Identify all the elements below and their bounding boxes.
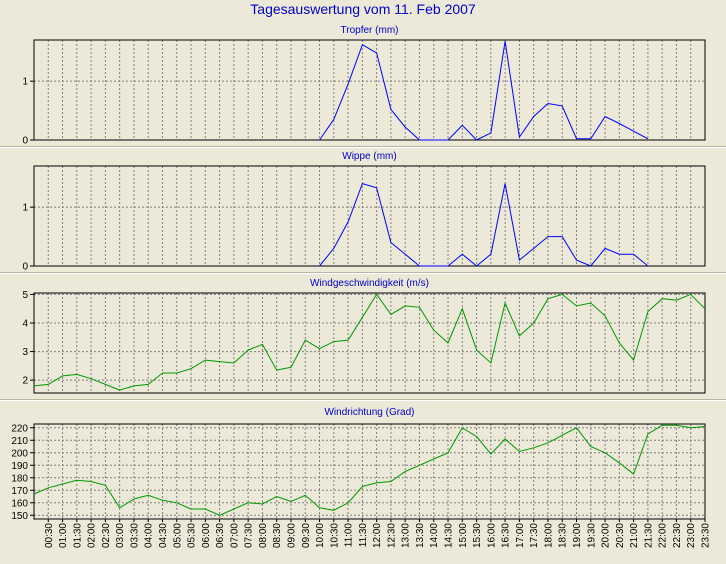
x-tick-label: 23:30 bbox=[701, 523, 712, 548]
x-tick-label: 00:30 bbox=[44, 523, 55, 548]
x-tick-label: 17:30 bbox=[529, 523, 540, 548]
y-tick-label: 170 bbox=[11, 486, 28, 497]
x-tick-label: 11:30 bbox=[358, 523, 369, 548]
y-tick-label: 2 bbox=[22, 376, 28, 387]
plot-background bbox=[34, 293, 705, 393]
x-tick-label: 05:30 bbox=[187, 523, 198, 548]
x-tick-label: 20:30 bbox=[615, 523, 626, 548]
y-tick-label: 210 bbox=[11, 436, 28, 447]
x-tick-label: 09:00 bbox=[286, 523, 297, 548]
x-tick-label: 15:30 bbox=[472, 523, 483, 548]
x-tick-label: 10:30 bbox=[329, 523, 340, 548]
y-tick-label: 190 bbox=[11, 461, 28, 472]
y-tick-label: 200 bbox=[11, 448, 28, 459]
x-tick-label: 16:30 bbox=[501, 523, 512, 548]
series-line bbox=[33, 424, 706, 516]
chart-title: Windrichtung (Grad) bbox=[324, 407, 414, 418]
series-line bbox=[33, 293, 706, 391]
x-tick-label: 19:00 bbox=[572, 523, 583, 548]
x-tick-label: 16:00 bbox=[486, 523, 497, 548]
x-tick-label: 06:00 bbox=[201, 523, 212, 548]
y-tick-label: 0 bbox=[22, 136, 28, 147]
x-tick-label: 23:00 bbox=[686, 523, 697, 548]
y-tick-label: 3 bbox=[22, 347, 28, 358]
series-line bbox=[319, 182, 649, 267]
x-tick-label: 20:00 bbox=[601, 523, 612, 548]
x-tick-label: 03:30 bbox=[129, 523, 140, 548]
y-tick-label: 0 bbox=[22, 262, 28, 273]
x-tick-label: 18:00 bbox=[543, 523, 554, 548]
x-tick-label: 19:30 bbox=[586, 523, 597, 548]
plot-background bbox=[34, 166, 705, 266]
page-title: Tagesauswertung vom 11. Feb 2007 bbox=[250, 1, 476, 17]
x-tick-label: 03:00 bbox=[115, 523, 126, 548]
x-tick-label: 08:30 bbox=[272, 523, 283, 548]
x-tick-label: 12:30 bbox=[386, 523, 397, 548]
plot-background bbox=[34, 40, 705, 140]
x-tick-label: 10:00 bbox=[315, 523, 326, 548]
x-tick-label: 02:30 bbox=[101, 523, 112, 548]
plot-frame bbox=[33, 423, 706, 520]
y-tick-label: 1 bbox=[22, 203, 28, 214]
x-tick-label: 12:00 bbox=[372, 523, 383, 548]
x-tick-label: 08:00 bbox=[258, 523, 269, 548]
panel-separator bbox=[0, 146, 726, 148]
x-tick-label: 18:30 bbox=[558, 523, 569, 548]
x-tick-label: 07:00 bbox=[229, 523, 240, 548]
x-tick-label: 01:30 bbox=[72, 523, 83, 548]
plot-frame bbox=[33, 165, 706, 267]
x-tick-label: 01:00 bbox=[58, 523, 69, 548]
x-tick-label: 13:00 bbox=[401, 523, 412, 548]
x-tick-label: 21:30 bbox=[643, 523, 654, 548]
plot-frame bbox=[33, 292, 706, 394]
x-tick-label: 04:00 bbox=[144, 523, 155, 548]
y-tick-label: 1 bbox=[22, 77, 28, 88]
panel-separator bbox=[0, 399, 726, 401]
x-tick-label: 07:30 bbox=[244, 523, 255, 548]
x-tick-label: 22:00 bbox=[658, 523, 669, 548]
plot-background bbox=[34, 424, 705, 519]
y-tick-label: 180 bbox=[11, 473, 28, 484]
x-tick-label: 14:00 bbox=[429, 523, 440, 548]
x-tick-label: 14:30 bbox=[444, 523, 455, 548]
y-tick-label: 160 bbox=[11, 498, 28, 509]
y-tick-label: 220 bbox=[11, 423, 28, 434]
chart-title: Tropfer (mm) bbox=[341, 25, 399, 36]
x-tick-label: 22:30 bbox=[672, 523, 683, 548]
chart-title: Windgeschwindigkeit (m/s) bbox=[310, 278, 429, 289]
x-tick-label: 15:00 bbox=[458, 523, 469, 548]
y-tick-label: 5 bbox=[22, 290, 28, 301]
y-tick-label: 150 bbox=[11, 511, 28, 522]
x-tick-label: 02:00 bbox=[87, 523, 98, 548]
x-tick-label: 17:00 bbox=[515, 523, 526, 548]
series-line bbox=[319, 41, 649, 141]
panel-separator bbox=[0, 272, 726, 274]
plot-frame bbox=[33, 39, 706, 141]
y-tick-label: 4 bbox=[22, 319, 28, 330]
x-tick-label: 21:00 bbox=[629, 523, 640, 548]
x-tick-label: 06:30 bbox=[215, 523, 226, 548]
x-tick-label: 05:00 bbox=[172, 523, 183, 548]
x-tick-label: 13:30 bbox=[415, 523, 426, 548]
x-tick-label: 11:00 bbox=[344, 523, 355, 548]
x-tick-label: 09:30 bbox=[301, 523, 312, 548]
chart-title: Wippe (mm) bbox=[342, 151, 396, 162]
x-tick-label: 04:30 bbox=[158, 523, 169, 548]
